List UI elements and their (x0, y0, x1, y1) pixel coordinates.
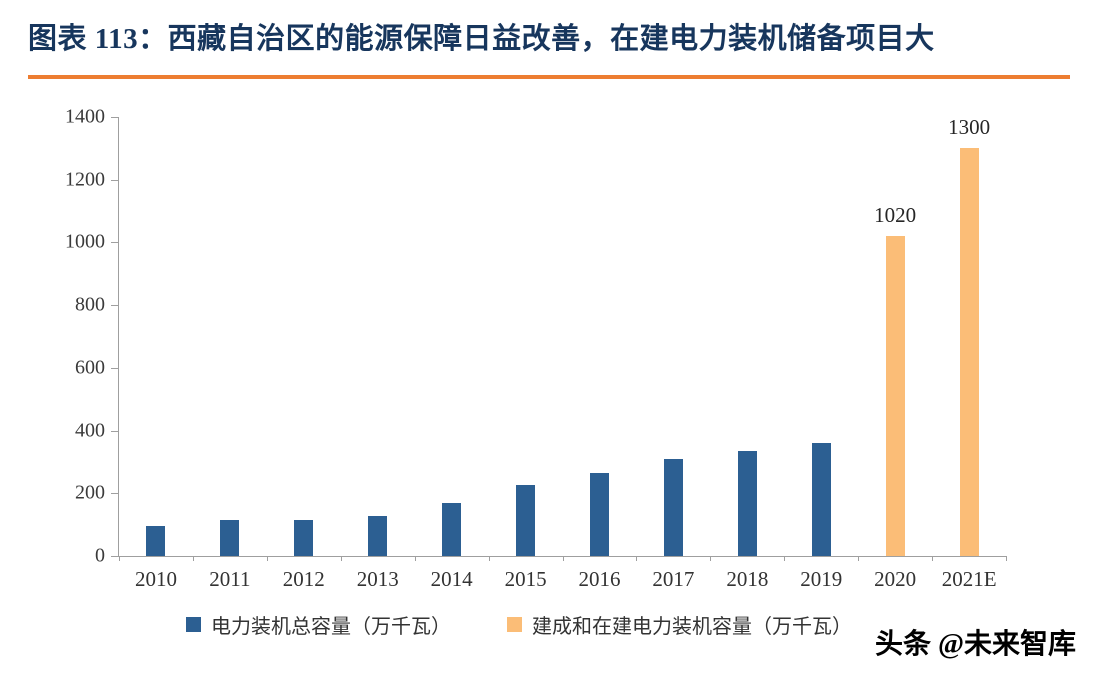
category-2019: 2019 (784, 117, 858, 591)
legend-swatch (507, 617, 522, 632)
x-tick-label: 2021E (941, 567, 997, 591)
x-tick-mark (266, 556, 268, 561)
y-tick-mark (111, 305, 119, 307)
x-tick-mark (710, 556, 712, 561)
category-2012: 2012 (267, 117, 341, 591)
bar-2011 (220, 519, 240, 556)
x-tick-label: 2016 (578, 567, 621, 591)
bar-2019 (811, 443, 831, 556)
category-2020: 1020 2020 (858, 117, 932, 591)
x-tick-label: 2011 (209, 567, 251, 591)
y-tick-label: 0 (95, 544, 105, 567)
y-tick-label: 400 (75, 419, 105, 442)
x-tick-mark (784, 556, 786, 561)
x-tick-mark (340, 556, 342, 561)
x-tick-label: 2013 (356, 567, 399, 591)
bar-2016 (589, 473, 609, 556)
y-tick-mark (111, 242, 119, 244)
legend-label: 建成和在建电力装机容量（万千瓦） (532, 616, 852, 638)
bar-chart: 0 200 400 600 800 1000 1200 1400 2010 2011 2012 20… (65, 106, 1007, 591)
x-tick-mark (1006, 556, 1007, 561)
x-tick-label: 2018 (726, 567, 769, 591)
bar-2015 (516, 484, 536, 556)
y-tick-mark (111, 493, 119, 495)
data-label-2020: 1020 (874, 203, 917, 228)
x-tick-label: 2019 (800, 567, 843, 591)
watermark: 头条 @未来智库 (874, 629, 1076, 660)
legend-item-1: 电力装机总容量（万千瓦） (186, 610, 451, 639)
chart-legend: 电力装机总容量（万千瓦） 建成和在建电力装机容量（万千瓦） (0, 610, 1038, 639)
x-tick-mark (192, 556, 194, 561)
bar-2018 (737, 451, 757, 556)
x-tick-mark (488, 556, 490, 561)
x-tick-mark (636, 556, 638, 561)
category-2010: 2010 (119, 117, 193, 591)
legend-label: 电力装机总容量（万千瓦） (211, 616, 451, 638)
category-2013: 2013 (341, 117, 415, 591)
y-tick-label: 1000 (65, 230, 105, 253)
y-tick-label: 600 (75, 356, 105, 379)
y-tick-label: 1400 (65, 105, 105, 128)
category-2011: 2011 (193, 117, 267, 591)
x-tick-label: 2020 (874, 567, 917, 591)
bar-2021E: 1300 (948, 115, 990, 556)
category-2021E: 1300 2021E (932, 115, 1006, 591)
data-label-2021E: 1300 (948, 115, 991, 140)
bar-2012 (294, 519, 314, 556)
x-tick-label: 2017 (652, 567, 695, 591)
chart-title: 图表 113：西藏自治区的能源保障日益改善，在建电力装机储备项目大 (28, 23, 935, 55)
y-tick-mark (111, 117, 119, 118)
plot-area: 2010 2011 2012 2013 2014 2015 2016 2017 2018 2019… (119, 115, 1007, 591)
category-2016: 2016 (563, 117, 637, 591)
y-tick-mark (111, 367, 119, 369)
y-tick-label: 800 (75, 293, 105, 316)
chart-header: 图表 113：西藏自治区的能源保障日益改善，在建电力装机储备项目大 (28, 20, 1070, 80)
bar-2020: 1020 (874, 203, 916, 556)
y-tick-mark (111, 430, 119, 432)
bar-2014 (442, 502, 462, 556)
y-tick-label: 1200 (65, 168, 105, 191)
y-tick-mark (111, 179, 119, 181)
bar-2013 (368, 515, 388, 556)
x-tick-label: 2010 (134, 567, 177, 591)
x-tick-label: 2012 (282, 567, 325, 591)
legend-swatch (186, 617, 201, 632)
category-2017: 2017 (636, 117, 710, 591)
category-2018: 2018 (710, 117, 784, 591)
category-2014: 2014 (415, 117, 489, 591)
bar-2010 (146, 525, 166, 556)
bar-2017 (663, 459, 683, 556)
title-underline (28, 75, 1070, 80)
category-2015: 2015 (489, 117, 563, 591)
x-tick-label: 2014 (430, 567, 473, 591)
y-tick-label: 200 (75, 481, 105, 504)
x-tick-mark (414, 556, 416, 561)
x-tick-mark (858, 556, 860, 561)
legend-item-2: 建成和在建电力装机容量（万千瓦） (507, 610, 852, 639)
y-tick-mark (111, 556, 119, 557)
x-tick-label: 2015 (504, 567, 547, 591)
x-tick-mark (562, 556, 564, 561)
x-tick-mark (119, 556, 120, 561)
x-tick-mark (932, 556, 934, 561)
